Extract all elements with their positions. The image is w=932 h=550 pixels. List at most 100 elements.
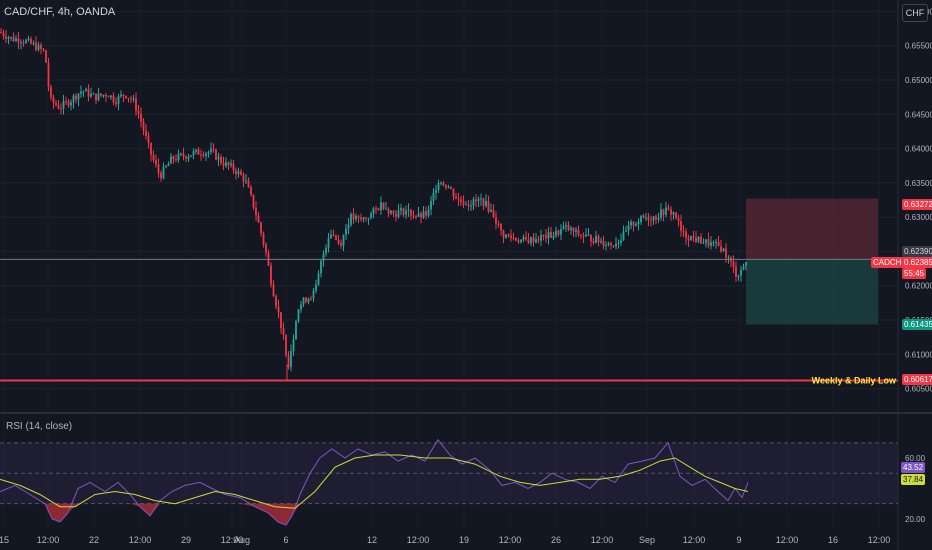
symbol-title[interactable]: CAD/CHF, 4h, OANDA xyxy=(4,6,116,18)
time-tick-label: 26 xyxy=(551,535,561,545)
candle-body xyxy=(697,236,700,242)
candle-body xyxy=(142,121,145,131)
candle-body xyxy=(722,248,725,252)
candle-body xyxy=(510,235,512,238)
candle-body xyxy=(75,95,77,100)
candle-body xyxy=(260,222,262,234)
candle-body xyxy=(450,187,452,189)
candle-body xyxy=(377,208,380,211)
candle-body xyxy=(405,210,407,215)
candle-body xyxy=(597,236,600,243)
current-price-tag: 0.62385 xyxy=(902,257,932,268)
candle-body xyxy=(165,165,167,167)
stop-loss-zone[interactable] xyxy=(746,198,878,260)
candle-body xyxy=(362,217,365,220)
candle-body xyxy=(542,235,545,237)
take-profit-zone[interactable] xyxy=(746,259,878,325)
candle-body xyxy=(412,215,415,217)
candle-body xyxy=(625,230,627,232)
candle-body xyxy=(220,156,222,164)
time-tick-label: 15 xyxy=(0,535,9,545)
candle-body xyxy=(422,211,425,218)
candle-body xyxy=(415,216,417,218)
candle-body xyxy=(365,217,367,219)
candle-body xyxy=(745,262,747,267)
candle-body xyxy=(45,50,47,63)
candle-body xyxy=(537,239,540,241)
price-tick-label: 0.64000 xyxy=(905,145,932,154)
candle-body xyxy=(532,237,535,243)
currency-button[interactable]: CHF xyxy=(902,4,928,22)
countdown-tag: 55:45 xyxy=(902,268,927,279)
rsi-indicator-label[interactable]: RSI (14, close) xyxy=(6,421,73,432)
candle-body xyxy=(262,233,265,244)
rsi-oversold-area xyxy=(278,503,286,525)
candle-body xyxy=(595,236,597,243)
candle-body xyxy=(592,241,595,243)
candle-body xyxy=(232,163,235,171)
candle-body xyxy=(472,199,475,206)
candle-body xyxy=(570,227,572,230)
candle-body xyxy=(182,153,185,157)
candle-body xyxy=(627,225,630,231)
candle-body xyxy=(307,298,310,303)
candle-body xyxy=(565,225,567,227)
candle-body xyxy=(550,231,552,238)
candle-body xyxy=(210,148,212,153)
candle-body xyxy=(32,42,35,44)
candle-body xyxy=(200,154,202,156)
candle-body xyxy=(367,217,370,219)
candle-body xyxy=(577,229,580,236)
candle-body xyxy=(392,210,395,214)
candle-body xyxy=(375,208,377,210)
candle-body xyxy=(717,241,720,247)
candle-body xyxy=(352,213,355,220)
candle-body xyxy=(302,297,305,305)
candle-body xyxy=(10,36,12,38)
candle-body xyxy=(427,209,430,216)
candle-body xyxy=(440,182,442,184)
candle-body xyxy=(275,296,277,307)
rsi-oversold-area xyxy=(292,503,300,516)
candle-body xyxy=(35,42,37,50)
candle-body xyxy=(727,257,730,259)
candle-body xyxy=(605,244,607,246)
candle-body xyxy=(170,156,172,164)
time-tick-label: 12:00 xyxy=(129,535,152,545)
candle-body xyxy=(350,213,352,225)
candle-body xyxy=(37,44,40,50)
candle-body xyxy=(157,164,160,173)
candle-body xyxy=(112,95,115,103)
candle-body xyxy=(680,221,682,231)
target-price-tag: 0.63272 xyxy=(902,199,932,210)
candle-body xyxy=(95,93,97,101)
candle-body xyxy=(502,230,505,238)
candle-body xyxy=(530,237,532,244)
rsi-oversold-area xyxy=(150,503,160,516)
candle-body xyxy=(515,237,517,241)
candle-body xyxy=(512,237,515,239)
candle-body xyxy=(582,235,585,237)
candle-body xyxy=(690,236,692,241)
candle-body xyxy=(545,235,547,239)
candle-body xyxy=(180,153,182,155)
candle-body xyxy=(395,213,397,217)
candle-body xyxy=(60,108,62,110)
candle-body xyxy=(22,42,25,44)
candle-body xyxy=(610,243,612,246)
candle-body xyxy=(712,242,715,244)
candle-body xyxy=(520,239,522,243)
candle-body xyxy=(242,174,245,181)
candle-body xyxy=(305,297,307,303)
candle-body xyxy=(562,226,565,230)
candle-body xyxy=(322,253,325,261)
candle-body xyxy=(495,217,497,224)
candle-body xyxy=(480,198,482,200)
candle-body xyxy=(337,239,340,243)
rsi-ma-tag: 37.84 xyxy=(901,474,926,485)
rsi-axis[interactable]: 60.00 20.00 xyxy=(905,454,926,524)
candle-body xyxy=(117,96,120,104)
candle-body xyxy=(27,38,30,41)
